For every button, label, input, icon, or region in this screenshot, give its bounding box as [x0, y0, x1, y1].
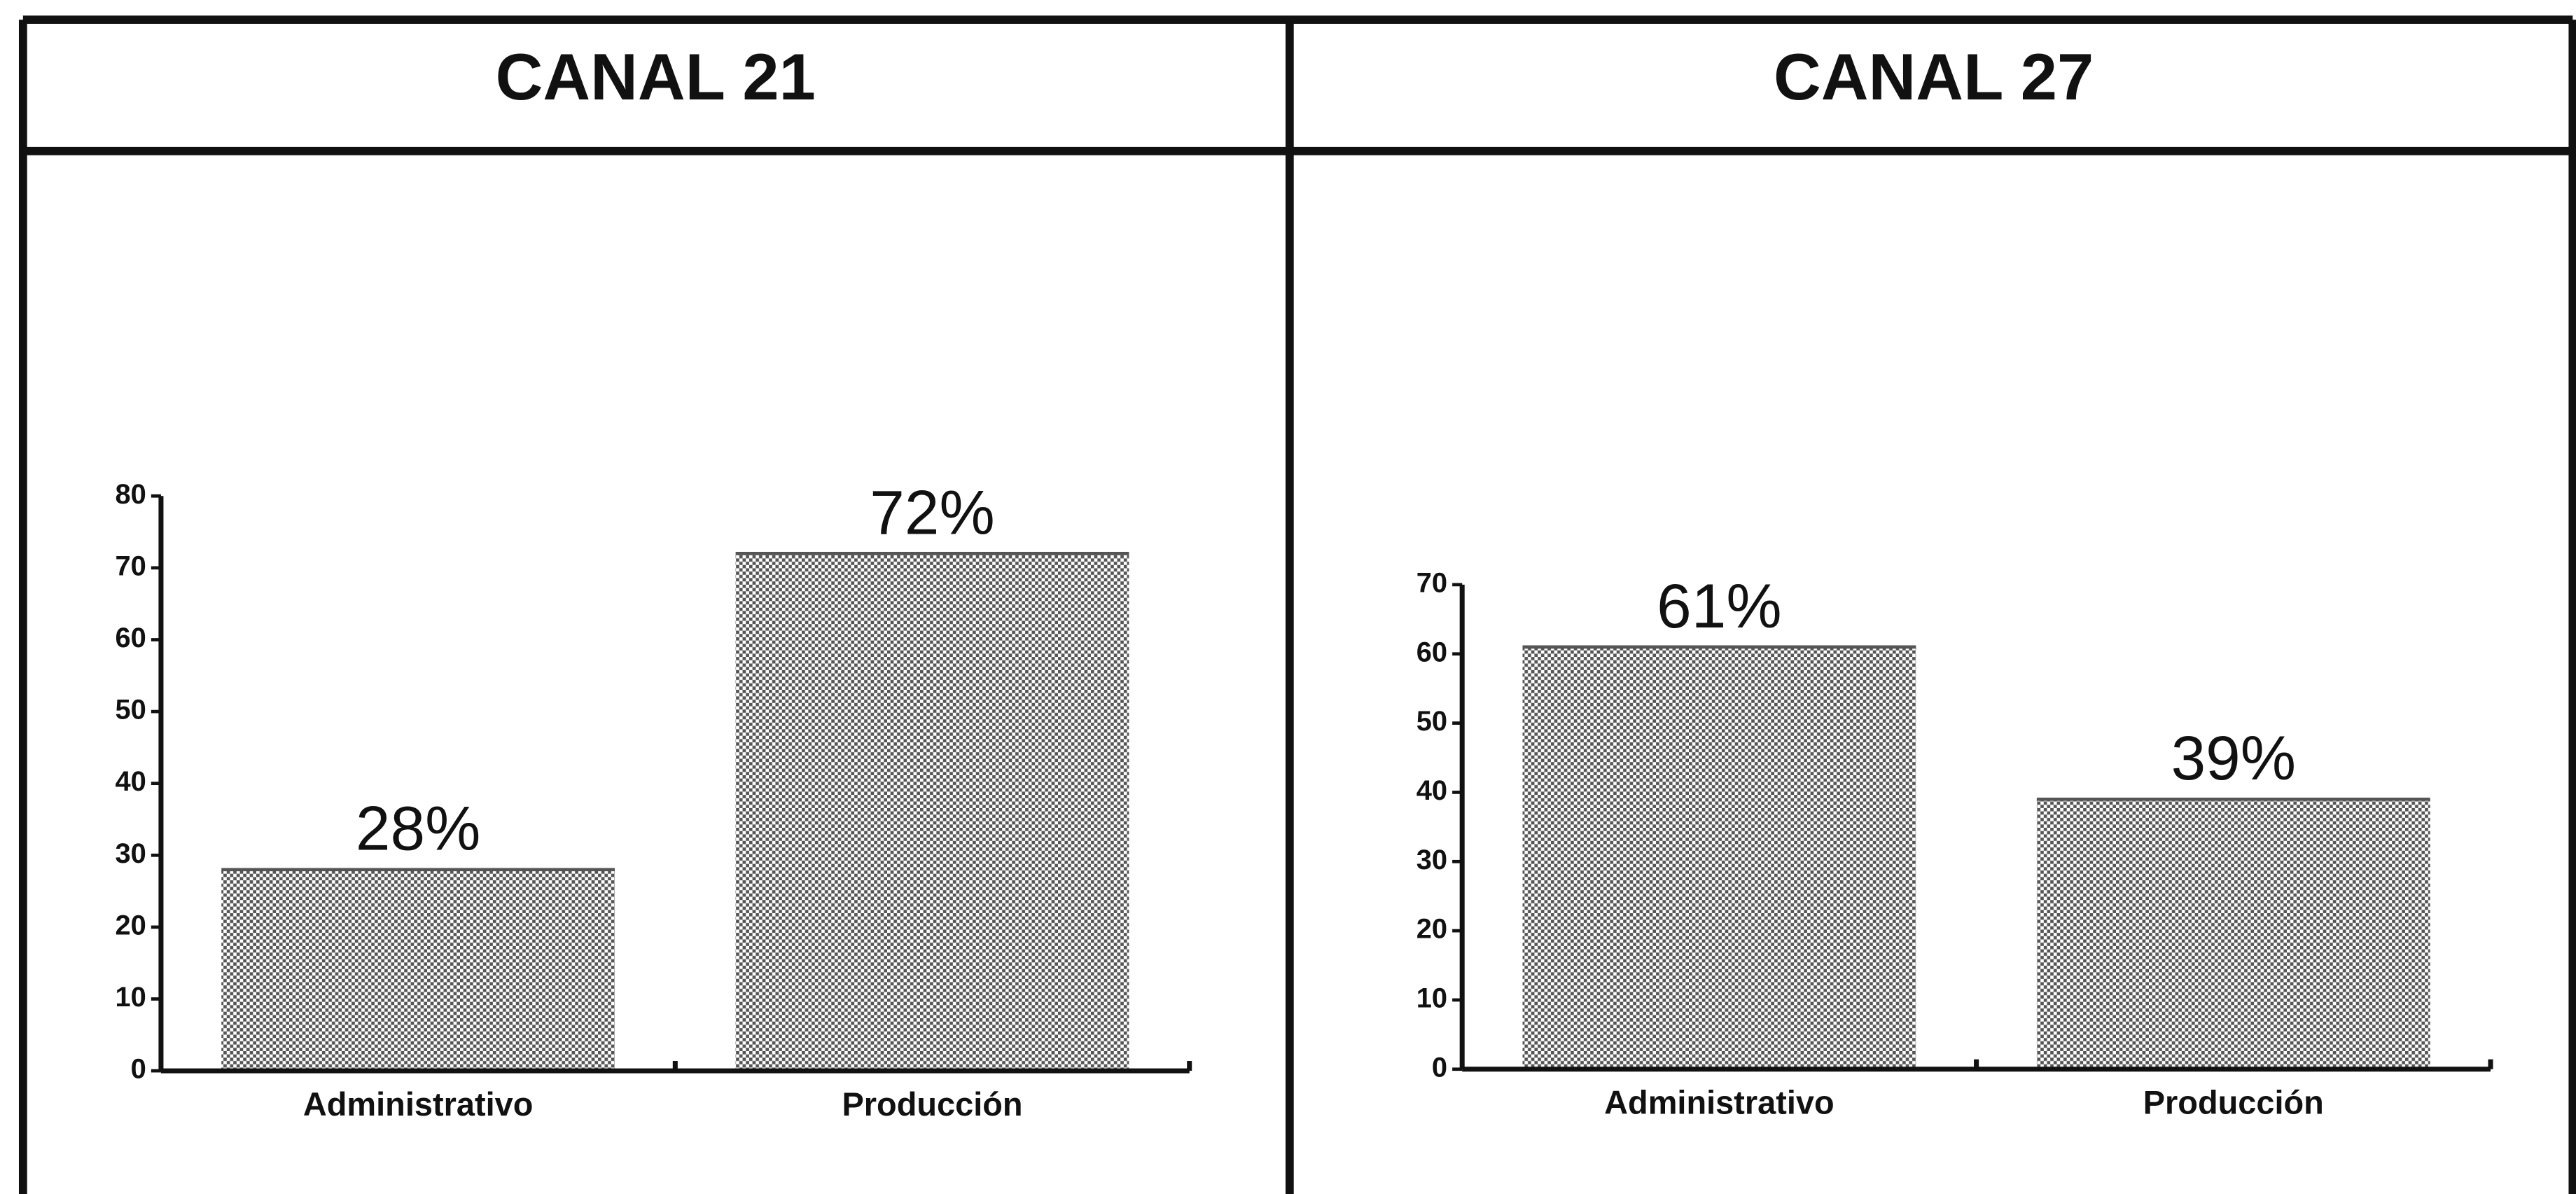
y-tick-label: 60 [115, 623, 146, 653]
value-label: 72% [870, 477, 994, 547]
y-tick-label: 10 [1416, 983, 1447, 1013]
y-tick-label: 40 [1416, 775, 1447, 806]
y-tick-label: 50 [115, 695, 146, 726]
y-tick-label: 20 [1416, 914, 1447, 945]
y-tick-label: 0 [131, 1054, 146, 1085]
y-tick-label: 20 [115, 910, 146, 940]
y-tick-label: 30 [1416, 845, 1447, 875]
value-label: 39% [2171, 723, 2296, 793]
x-tick-label: Producción [842, 1086, 1022, 1123]
bar [221, 869, 615, 1071]
chart-title: CANAL 21 [496, 40, 816, 113]
y-tick-label: 50 [1416, 706, 1447, 737]
chart-title: CANAL 27 [1774, 40, 2094, 113]
x-tick-label: Administrativo [303, 1086, 533, 1123]
y-tick-label: 40 [115, 766, 146, 797]
y-tick-label: 80 [115, 479, 146, 510]
value-label: 61% [1657, 571, 1781, 641]
y-tick-label: 70 [115, 550, 146, 581]
value-label: 28% [356, 793, 480, 863]
y-tick-label: 10 [115, 982, 146, 1013]
x-tick-label: Administrativo [1604, 1085, 1834, 1121]
y-tick-label: 70 [1416, 567, 1447, 598]
bar [2036, 799, 2430, 1069]
bar [1522, 646, 1916, 1069]
y-tick-label: 0 [1432, 1052, 1447, 1083]
y-tick-label: 60 [1416, 637, 1447, 667]
y-tick-label: 30 [115, 838, 146, 869]
bar [735, 553, 1129, 1071]
x-tick-label: Producción [2143, 1085, 2324, 1121]
